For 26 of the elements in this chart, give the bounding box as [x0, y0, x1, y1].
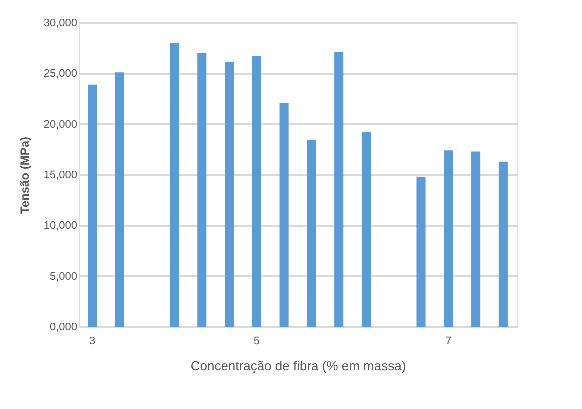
- y-tick-label: 30,000: [44, 18, 78, 30]
- bar: [280, 103, 289, 327]
- y-tick-label: 15,000: [44, 170, 78, 182]
- bar: [115, 72, 124, 327]
- bar: [88, 84, 98, 327]
- y-axis-title: Tensão (MPa): [18, 136, 32, 214]
- bar: [334, 52, 344, 327]
- bar: [362, 132, 371, 327]
- bar: [498, 162, 508, 327]
- bar: [170, 43, 180, 327]
- x-tick-label: 7: [446, 336, 452, 348]
- x-axis-title: Concentração de fibra (% em massa): [190, 358, 406, 374]
- bar: [225, 62, 234, 327]
- bar: [198, 53, 207, 327]
- y-tick-label: 5,000: [50, 270, 78, 283]
- y-tick-label: 10,000: [44, 220, 78, 232]
- bar: [472, 152, 481, 327]
- y-tick-label: 20,000: [44, 118, 78, 131]
- y-tick-label: 0,000: [50, 322, 78, 334]
- bar: [307, 140, 316, 327]
- y-tick-label: 25,000: [44, 68, 78, 80]
- x-tick-label: 3: [89, 336, 96, 348]
- x-tick-label: 5: [254, 336, 260, 348]
- bar: [252, 56, 262, 327]
- bar: [444, 150, 454, 327]
- bar: [416, 177, 426, 327]
